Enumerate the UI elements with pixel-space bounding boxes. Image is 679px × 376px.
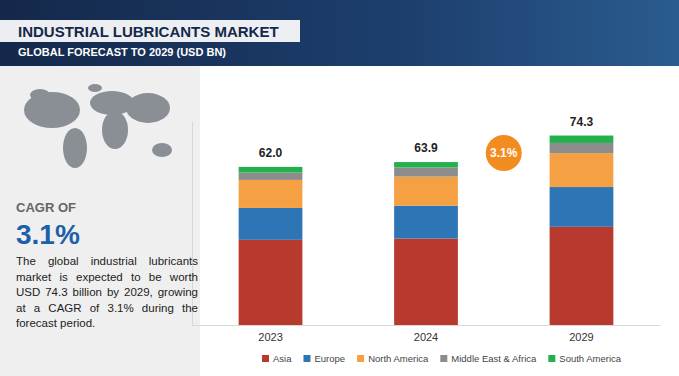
legend-swatch bbox=[440, 355, 447, 362]
total-label: 63.9 bbox=[414, 141, 438, 155]
total-label: 74.3 bbox=[570, 115, 594, 129]
legend-label: Asia bbox=[273, 353, 292, 364]
legend-item: Middle East & Africa bbox=[440, 353, 537, 364]
continent bbox=[88, 84, 102, 92]
legend-swatch bbox=[357, 355, 364, 362]
title: INDUSTRIAL LUBRICANTS MARKET bbox=[18, 23, 279, 40]
bar-segment bbox=[550, 136, 614, 143]
growth-badge-label: 3.1% bbox=[490, 146, 518, 160]
tick: 2023 bbox=[258, 331, 282, 343]
legend-label: Europe bbox=[314, 353, 345, 364]
bar-segment bbox=[394, 206, 458, 239]
chart: INDUSTRIAL LUBRICANTS MARKET GLOBAL FOREC… bbox=[0, 0, 679, 376]
legend-item: Asia bbox=[262, 353, 292, 364]
bars bbox=[239, 136, 614, 325]
subtitle: GLOBAL FORECAST TO 2029 (USD BN) bbox=[18, 46, 226, 58]
series bbox=[239, 227, 614, 325]
header-band bbox=[0, 0, 679, 66]
bar-segment bbox=[394, 162, 458, 167]
title-band bbox=[0, 20, 300, 42]
tick: 2024 bbox=[414, 331, 438, 343]
tick-label: 2023 bbox=[258, 331, 282, 343]
bar-segment bbox=[394, 177, 458, 206]
continent bbox=[30, 89, 50, 101]
legend-item: Europe bbox=[303, 353, 345, 364]
series bbox=[239, 153, 614, 208]
bar-segment bbox=[550, 153, 614, 187]
continent bbox=[63, 128, 87, 168]
description: The global industrial lubricants market … bbox=[16, 254, 198, 332]
growth-badge bbox=[486, 135, 522, 171]
side-panel bbox=[0, 66, 200, 376]
continent bbox=[102, 111, 128, 149]
bar-segment bbox=[550, 187, 614, 227]
bar-segment bbox=[394, 239, 458, 325]
cagr-value: 3.1% bbox=[16, 219, 80, 250]
legend-label: North America bbox=[368, 353, 429, 364]
x-axis-line bbox=[193, 325, 661, 326]
continent bbox=[152, 143, 172, 157]
legend-label: Middle East & Africa bbox=[451, 353, 537, 364]
legend-swatch bbox=[303, 355, 310, 362]
bar-segment bbox=[239, 173, 303, 180]
continent bbox=[126, 93, 170, 123]
legend-swatch bbox=[548, 355, 555, 362]
legend-label: South America bbox=[559, 353, 621, 364]
total-labels: 62.0 63.9 74.3 bbox=[259, 115, 594, 160]
total-label: 62.0 bbox=[259, 146, 283, 160]
tick-label: 2029 bbox=[569, 331, 593, 343]
bar-segment bbox=[239, 180, 303, 208]
bar-segment bbox=[550, 143, 614, 153]
x-axis: 2023 2024 2029 bbox=[193, 326, 661, 343]
bar-segment bbox=[239, 208, 303, 240]
legend-item: South America bbox=[548, 353, 621, 364]
cagr-heading: CAGR OF bbox=[16, 200, 76, 215]
series bbox=[239, 136, 614, 173]
legend-swatch bbox=[262, 355, 269, 362]
tick-label: 2024 bbox=[414, 331, 438, 343]
bar-segment bbox=[394, 167, 458, 176]
bar-segment bbox=[550, 227, 614, 325]
world-map bbox=[24, 84, 172, 168]
legend: Asia Europe North America Middle East & Afr… bbox=[262, 353, 622, 364]
bar-segment bbox=[239, 167, 303, 173]
bar-segment bbox=[239, 240, 303, 325]
tick: 2029 bbox=[569, 331, 593, 343]
legend-item: North America bbox=[357, 353, 429, 364]
